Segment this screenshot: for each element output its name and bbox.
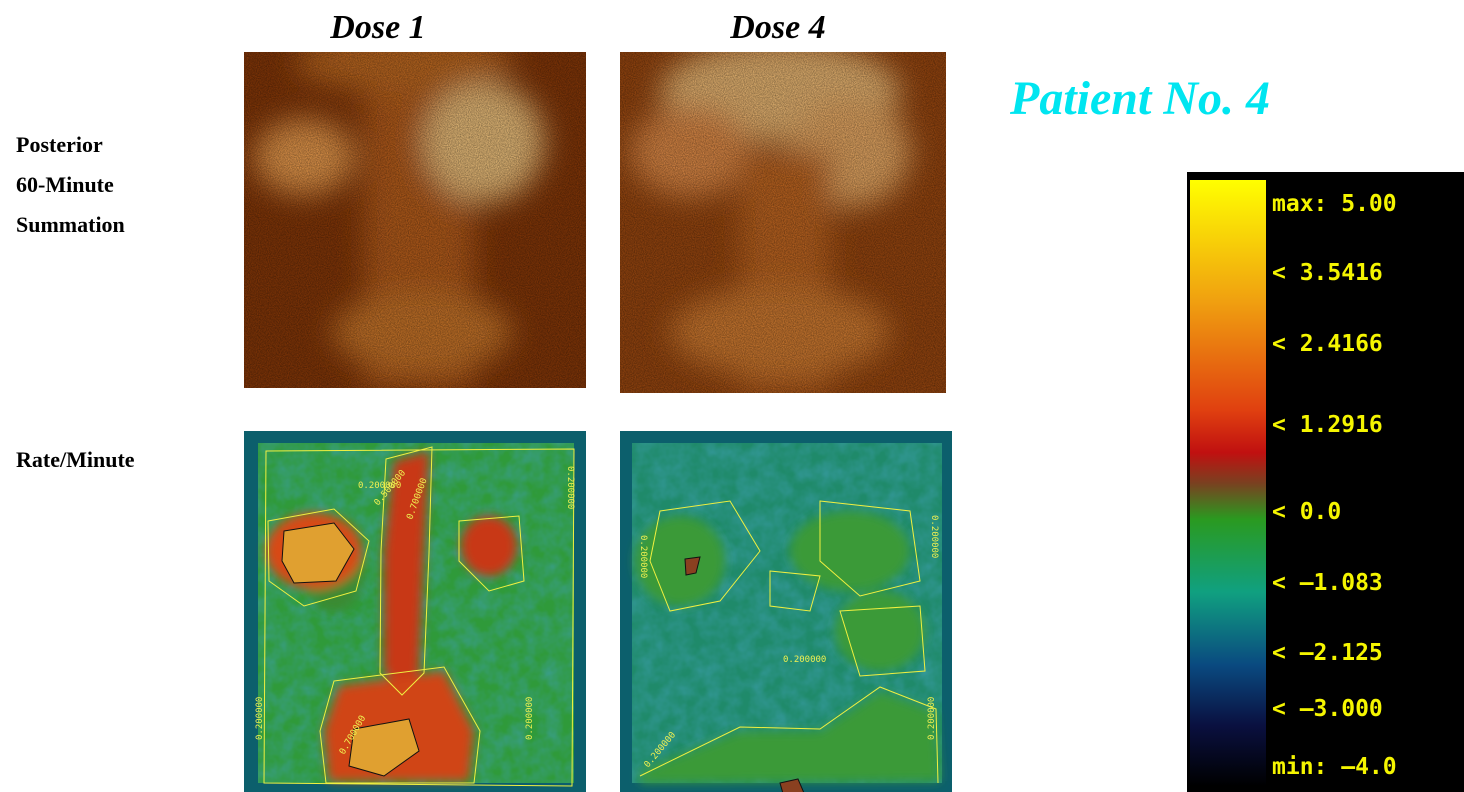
colorbar-strip xyxy=(1190,180,1266,786)
rate-image: 0.200000 0.200000 0.200000 0.200000 0.20… xyxy=(620,431,952,792)
colorbar-label: < 0.0 xyxy=(1272,499,1341,525)
row-label: Rate/Minute xyxy=(16,447,135,472)
row-label: 60-Minute xyxy=(16,172,114,197)
colorbar-label: max: 5.00 xyxy=(1272,191,1397,217)
patient-title: Patient No. 4 xyxy=(1009,72,1270,125)
rate-image: 0.200000 0.200000 0.700000 0.500000 0.20… xyxy=(244,431,586,792)
column-header: Dose 4 xyxy=(729,9,825,46)
figure: Dose 1 Dose 4 Posterior 60-Minute Summat… xyxy=(0,0,1464,792)
contour-label: 0.200000 xyxy=(255,697,265,740)
contour-label: 0.200000 xyxy=(565,466,575,509)
contour-label: 0.200000 xyxy=(927,697,937,740)
colorbar-label: < –2.125 xyxy=(1272,640,1383,666)
contour-label: 0.200000 xyxy=(783,655,826,665)
summation-image xyxy=(244,32,586,388)
colorbar: max: 5.00 < 3.5416 < 2.4166 < 1.2916 < 0… xyxy=(1187,172,1464,792)
colorbar-label: min: –4.0 xyxy=(1272,754,1397,780)
contour-label: 0.200000 xyxy=(929,515,939,558)
summation-image xyxy=(620,42,946,393)
colorbar-label: < –3.000 xyxy=(1272,696,1383,722)
colorbar-label: < –1.083 xyxy=(1272,570,1383,596)
colorbar-label: < 3.5416 xyxy=(1272,260,1383,286)
row-label: Summation xyxy=(16,212,125,237)
colorbar-label: < 2.4166 xyxy=(1272,331,1383,357)
contour-label: 0.200000 xyxy=(525,697,535,740)
colorbar-label: < 1.2916 xyxy=(1272,412,1383,438)
row-label: Posterior xyxy=(16,132,103,157)
contour-label: 0.200000 xyxy=(638,535,648,578)
column-header: Dose 1 xyxy=(329,9,425,46)
